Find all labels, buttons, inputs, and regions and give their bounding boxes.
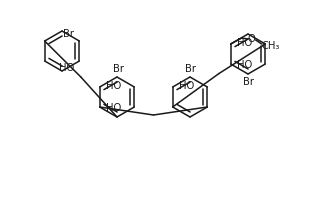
Text: HO: HO [106, 81, 121, 91]
Text: Br: Br [243, 77, 254, 87]
Text: HO: HO [59, 63, 74, 73]
Text: CH₃: CH₃ [262, 41, 280, 51]
Text: O: O [248, 34, 256, 44]
Text: HO: HO [179, 81, 194, 91]
Text: HO: HO [237, 38, 252, 48]
Text: Br: Br [186, 64, 197, 74]
Text: HO: HO [106, 103, 121, 113]
Text: HO: HO [237, 60, 252, 70]
Text: Br: Br [63, 29, 74, 39]
Text: Br: Br [113, 64, 124, 74]
